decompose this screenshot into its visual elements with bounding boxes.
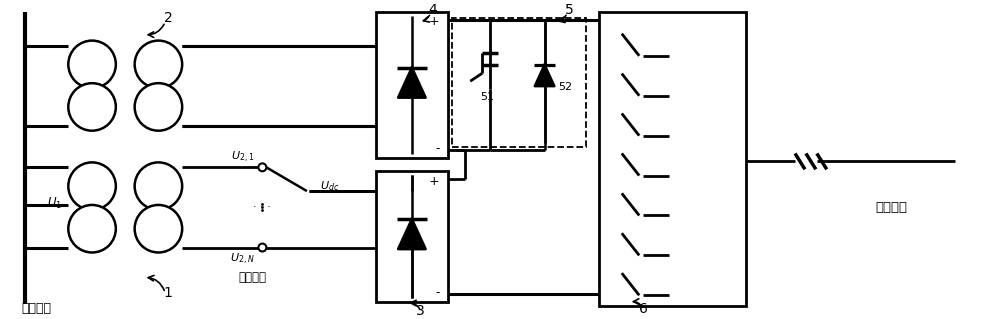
Text: 交流电网: 交流电网 <box>22 302 52 315</box>
Text: $U_{dc}$: $U_{dc}$ <box>320 179 339 193</box>
Text: $U_{2,N}$: $U_{2,N}$ <box>230 252 255 267</box>
Circle shape <box>258 163 266 171</box>
Text: -: - <box>435 286 440 299</box>
Circle shape <box>135 83 182 131</box>
Bar <box>599 12 746 306</box>
Circle shape <box>68 205 116 252</box>
Text: 3: 3 <box>416 304 425 318</box>
Bar <box>376 12 448 159</box>
Text: $U_{2,1}$: $U_{2,1}$ <box>231 150 254 165</box>
Circle shape <box>135 41 182 88</box>
Text: 1: 1 <box>164 286 173 300</box>
Text: 5: 5 <box>565 3 574 17</box>
Text: 2: 2 <box>164 11 173 25</box>
Polygon shape <box>398 68 425 98</box>
Text: 4: 4 <box>428 3 437 17</box>
Text: 51: 51 <box>480 92 494 102</box>
Text: 52: 52 <box>558 82 573 92</box>
Circle shape <box>68 162 116 210</box>
Circle shape <box>135 205 182 252</box>
Circle shape <box>68 41 116 88</box>
Polygon shape <box>535 65 554 86</box>
Circle shape <box>258 244 266 251</box>
Text: 副边抄头: 副边抄头 <box>238 271 266 284</box>
Text: $U_1$: $U_1$ <box>47 196 62 211</box>
Text: -: - <box>435 142 440 155</box>
Polygon shape <box>398 219 425 249</box>
Circle shape <box>68 83 116 131</box>
Bar <box>376 171 448 302</box>
Text: 6: 6 <box>639 302 648 316</box>
Bar <box>452 18 586 146</box>
Text: +: + <box>429 15 440 28</box>
Text: · · ·: · · · <box>253 203 271 212</box>
Text: 覆冰线路: 覆冰线路 <box>875 201 907 214</box>
Circle shape <box>135 162 182 210</box>
Text: +: + <box>429 175 440 188</box>
